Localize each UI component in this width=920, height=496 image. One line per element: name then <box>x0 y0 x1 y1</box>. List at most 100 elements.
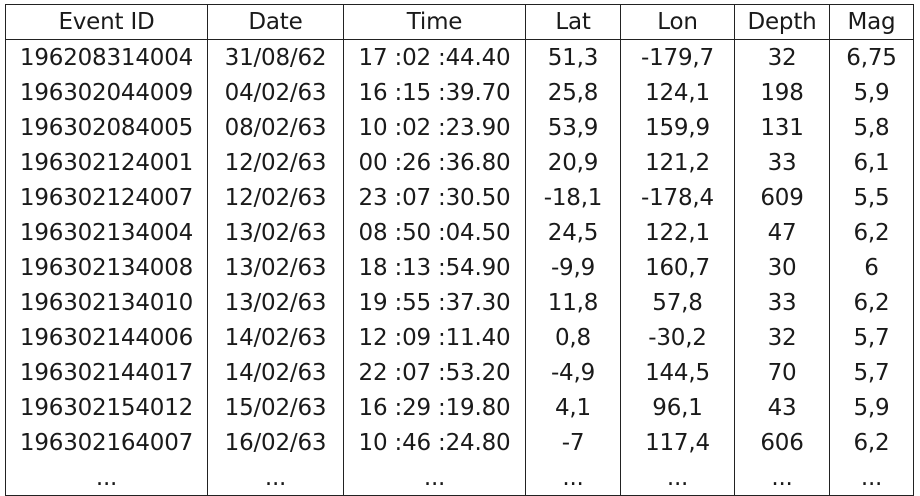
cell-lon: 96,1 <box>620 390 735 425</box>
cell-event-id: 196302154012 <box>5 390 208 425</box>
column-header-depth: Depth <box>734 4 830 40</box>
cell-time: 10 :02 :23.90 <box>343 110 526 145</box>
cell-depth: 30 <box>734 250 830 285</box>
cell-date: 13/02/63 <box>207 250 344 285</box>
cell-time: 19 :55 :37.30 <box>343 285 526 320</box>
cell-depth: 606 <box>734 425 830 460</box>
cell-mag: 6,1 <box>829 145 914 180</box>
cell-mag: 5,7 <box>829 320 914 355</box>
cell-mag: 6,2 <box>829 425 914 460</box>
cell-depth: 47 <box>734 215 830 250</box>
cell-depth: ... <box>734 460 830 496</box>
cell-date: 12/02/63 <box>207 180 344 215</box>
column-header-event-id: Event ID <box>5 4 208 40</box>
cell-mag: 5,8 <box>829 110 914 145</box>
cell-depth: 33 <box>734 145 830 180</box>
column-header-mag: Mag <box>829 4 914 40</box>
cell-lon: -179,7 <box>620 39 735 75</box>
cell-depth: 198 <box>734 75 830 110</box>
cell-depth: 33 <box>734 285 830 320</box>
table-row: 196302124007 12/02/63 23 :07 :30.50 -18,1 -1… <box>5 180 914 215</box>
cell-lon: 122,1 <box>620 215 735 250</box>
table-row: 196302134008 13/02/63 18 :13 :54.90 -9,9 160… <box>5 250 914 285</box>
cell-date: 12/02/63 <box>207 145 344 180</box>
header-row: Event ID Date Time Lat Lon Depth Mag <box>5 4 914 40</box>
cell-date: 14/02/63 <box>207 355 344 390</box>
cell-lat: 25,8 <box>525 75 621 110</box>
cell-mag: 6,75 <box>829 39 914 75</box>
column-header-date: Date <box>207 4 344 40</box>
cell-depth: 131 <box>734 110 830 145</box>
cell-lat: -4,9 <box>525 355 621 390</box>
cell-lon: 124,1 <box>620 75 735 110</box>
column-header-lon: Lon <box>620 4 735 40</box>
cell-time: 18 :13 :54.90 <box>343 250 526 285</box>
cell-date: 13/02/63 <box>207 215 344 250</box>
cell-date: 04/02/63 <box>207 75 344 110</box>
cell-depth: 32 <box>734 320 830 355</box>
cell-time: 10 :46 :24.80 <box>343 425 526 460</box>
cell-event-id: ... <box>5 460 208 496</box>
cell-time: 00 :26 :36.80 <box>343 145 526 180</box>
table-row: 196208314004 31/08/62 17 :02 :44.40 51,3 -17… <box>5 39 914 75</box>
cell-event-id: 196302134010 <box>5 285 208 320</box>
cell-date: 08/02/63 <box>207 110 344 145</box>
cell-lon: -30,2 <box>620 320 735 355</box>
table-row: 196302084005 08/02/63 10 :02 :23.90 53,9 159… <box>5 110 914 145</box>
cell-lat: -9,9 <box>525 250 621 285</box>
cell-mag: 6,2 <box>829 285 914 320</box>
cell-time: 16 :15 :39.70 <box>343 75 526 110</box>
cell-date: 16/02/63 <box>207 425 344 460</box>
table-row: 196302154012 15/02/63 16 :29 :19.80 4,1 96,1… <box>5 390 914 425</box>
cell-lat: 24,5 <box>525 215 621 250</box>
cell-date: 31/08/62 <box>207 39 344 75</box>
cell-time: 12 :09 :11.40 <box>343 320 526 355</box>
table-row: 196302164007 16/02/63 10 :46 :24.80 -7 117,4… <box>5 425 914 460</box>
cell-lon: 57,8 <box>620 285 735 320</box>
cell-lat: 20,9 <box>525 145 621 180</box>
cell-time: 23 :07 :30.50 <box>343 180 526 215</box>
cell-mag: 5,7 <box>829 355 914 390</box>
cell-event-id: 196302044009 <box>5 75 208 110</box>
cell-date: 13/02/63 <box>207 285 344 320</box>
cell-event-id: 196302124001 <box>5 145 208 180</box>
cell-lon: 117,4 <box>620 425 735 460</box>
cell-mag: 6,2 <box>829 215 914 250</box>
cell-date: 15/02/63 <box>207 390 344 425</box>
cell-event-id: 196302134008 <box>5 250 208 285</box>
table-row: ..................... <box>5 460 914 496</box>
cell-depth: 43 <box>734 390 830 425</box>
cell-time: 17 :02 :44.40 <box>343 39 526 75</box>
table-row: 196302144017 14/02/63 22 :07 :53.20 -4,9 144… <box>5 355 914 390</box>
cell-event-id: 196302084005 <box>5 110 208 145</box>
cell-event-id: 196302144006 <box>5 320 208 355</box>
table-row: 196302134004 13/02/63 08 :50 :04.50 24,5 122… <box>5 215 914 250</box>
cell-lat: 53,9 <box>525 110 621 145</box>
cell-mag: ... <box>829 460 914 496</box>
cell-event-id: 196302164007 <box>5 425 208 460</box>
table-row: 196302044009 04/02/63 16 :15 :39.70 25,8 124… <box>5 75 914 110</box>
cell-depth: 609 <box>734 180 830 215</box>
table-body: 196208314004 31/08/62 17 :02 :44.40 51,3 -17… <box>5 39 914 496</box>
cell-date: 14/02/63 <box>207 320 344 355</box>
cell-lat: 0,8 <box>525 320 621 355</box>
cell-event-id: 196208314004 <box>5 39 208 75</box>
table-row: 196302134010 13/02/63 19 :55 :37.30 11,8 57,… <box>5 285 914 320</box>
cell-time: 08 :50 :04.50 <box>343 215 526 250</box>
cell-event-id: 196302144017 <box>5 355 208 390</box>
cell-mag: 5,9 <box>829 390 914 425</box>
cell-time: 16 :29 :19.80 <box>343 390 526 425</box>
cell-lat: 4,1 <box>525 390 621 425</box>
earthquake-events-table: Event ID Date Time Lat Lon Depth Mag 196… <box>5 4 914 496</box>
cell-depth: 32 <box>734 39 830 75</box>
cell-event-id: 196302134004 <box>5 215 208 250</box>
cell-lon: 159,9 <box>620 110 735 145</box>
cell-lon: 121,2 <box>620 145 735 180</box>
cell-lat: ... <box>525 460 621 496</box>
cell-mag: 5,5 <box>829 180 914 215</box>
cell-lon: ... <box>620 460 735 496</box>
cell-depth: 70 <box>734 355 830 390</box>
cell-mag: 5,9 <box>829 75 914 110</box>
column-header-time: Time <box>343 4 526 40</box>
table-row: 196302124001 12/02/63 00 :26 :36.80 20,9 121… <box>5 145 914 180</box>
